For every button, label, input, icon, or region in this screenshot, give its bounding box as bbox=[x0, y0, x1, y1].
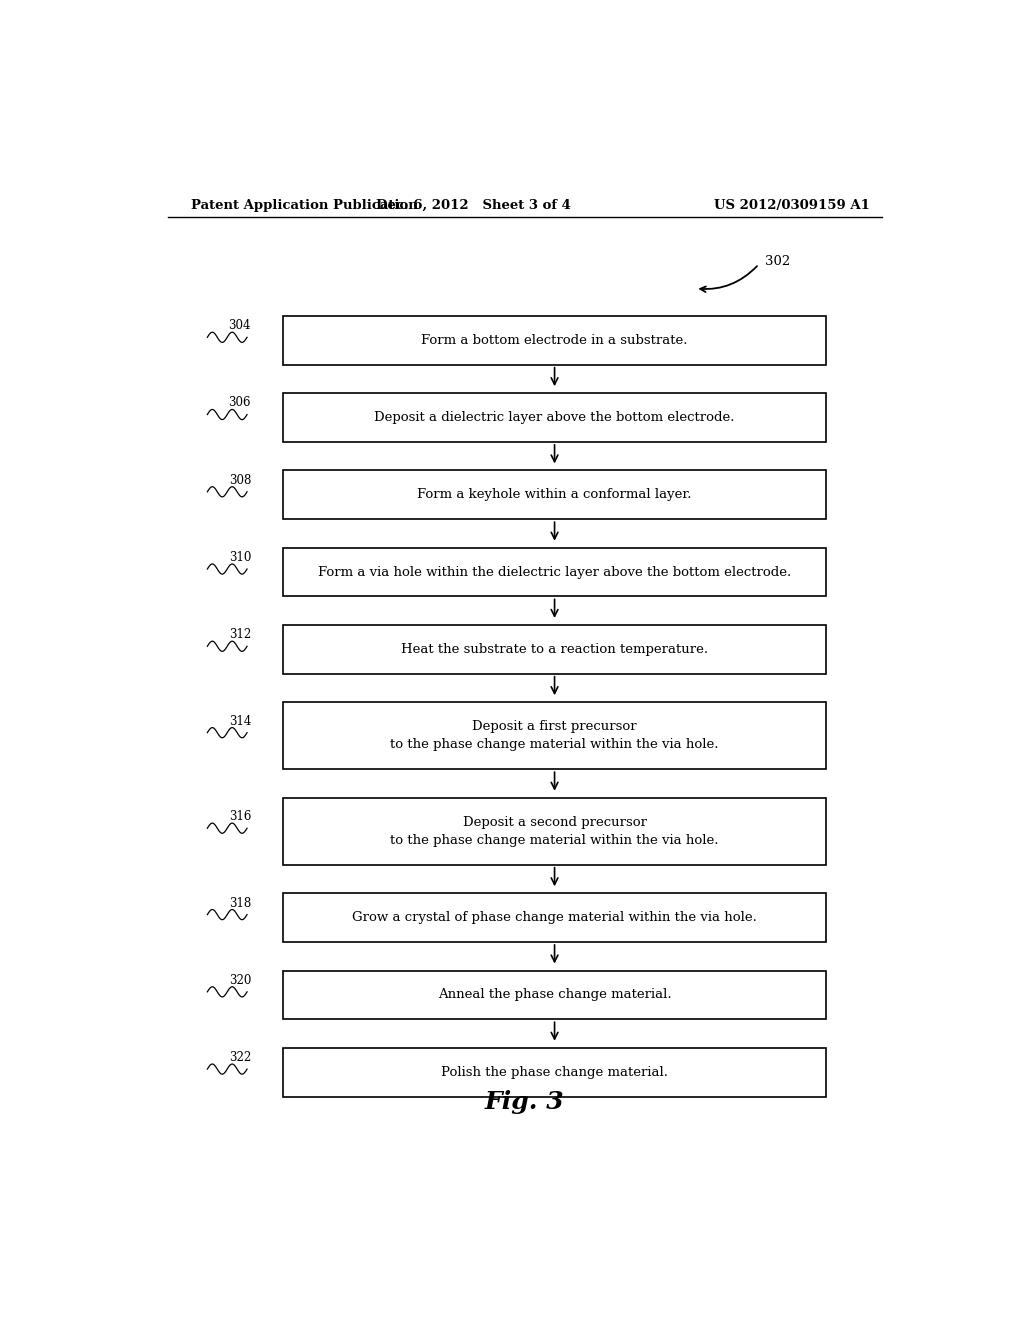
Text: 314: 314 bbox=[228, 714, 251, 727]
Text: 304: 304 bbox=[228, 319, 251, 333]
Bar bbox=[283, 548, 826, 597]
Bar bbox=[283, 624, 826, 673]
Text: Form a keyhole within a conformal layer.: Form a keyhole within a conformal layer. bbox=[418, 488, 692, 502]
Text: Deposit a first precursor
to the phase change material within the via hole.: Deposit a first precursor to the phase c… bbox=[390, 721, 719, 751]
Text: Anneal the phase change material.: Anneal the phase change material. bbox=[437, 989, 672, 1002]
Text: 318: 318 bbox=[228, 896, 251, 909]
Text: 320: 320 bbox=[228, 974, 251, 987]
Text: 310: 310 bbox=[228, 550, 251, 564]
Text: Heat the substrate to a reaction temperature.: Heat the substrate to a reaction tempera… bbox=[401, 643, 709, 656]
Text: 322: 322 bbox=[228, 1051, 251, 1064]
Bar bbox=[283, 470, 826, 519]
Bar bbox=[283, 702, 826, 770]
Text: Dec. 6, 2012   Sheet 3 of 4: Dec. 6, 2012 Sheet 3 of 4 bbox=[376, 198, 570, 211]
Text: 308: 308 bbox=[228, 474, 251, 487]
Text: Polish the phase change material.: Polish the phase change material. bbox=[441, 1065, 668, 1078]
Text: Form a bottom electrode in a substrate.: Form a bottom electrode in a substrate. bbox=[421, 334, 688, 347]
Text: 312: 312 bbox=[228, 628, 251, 642]
Bar bbox=[283, 1048, 826, 1097]
Text: 302: 302 bbox=[765, 255, 791, 268]
Bar bbox=[283, 970, 826, 1019]
Bar bbox=[283, 393, 826, 442]
Text: Fig. 3: Fig. 3 bbox=[485, 1089, 564, 1114]
Text: Grow a crystal of phase change material within the via hole.: Grow a crystal of phase change material … bbox=[352, 911, 757, 924]
Text: 316: 316 bbox=[228, 810, 251, 824]
Text: US 2012/0309159 A1: US 2012/0309159 A1 bbox=[714, 198, 870, 211]
Text: 306: 306 bbox=[228, 396, 251, 409]
Text: Deposit a dielectric layer above the bottom electrode.: Deposit a dielectric layer above the bot… bbox=[375, 411, 735, 424]
Text: Deposit a second precursor
to the phase change material within the via hole.: Deposit a second precursor to the phase … bbox=[390, 816, 719, 846]
Bar bbox=[283, 315, 826, 364]
Bar bbox=[283, 894, 826, 942]
Text: Patent Application Publication: Patent Application Publication bbox=[191, 198, 418, 211]
Text: Form a via hole within the dielectric layer above the bottom electrode.: Form a via hole within the dielectric la… bbox=[317, 565, 792, 578]
Bar bbox=[283, 797, 826, 865]
